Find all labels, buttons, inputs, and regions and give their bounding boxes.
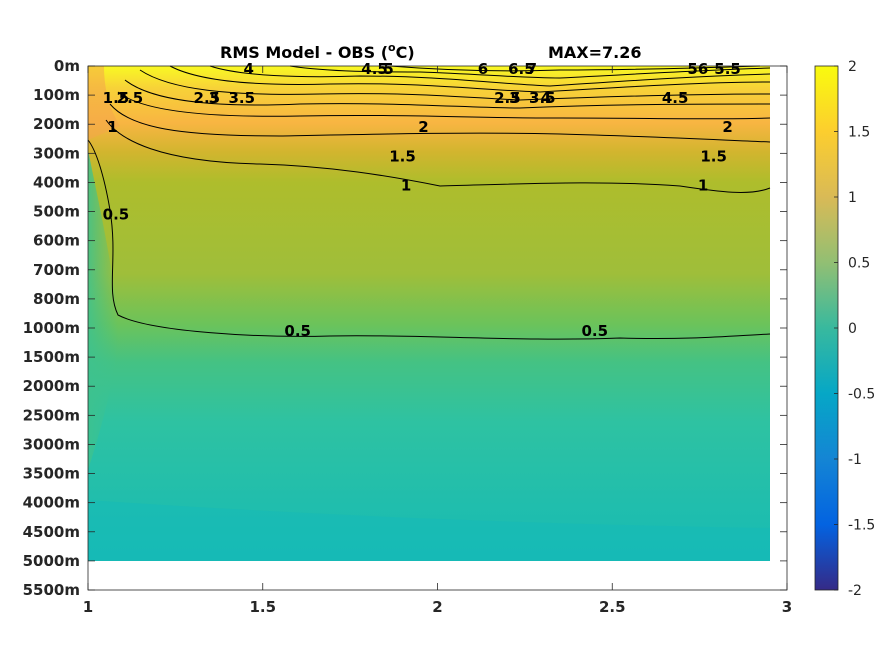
- contour-label: 3: [509, 89, 519, 107]
- colorbar-tick-label: 1.5: [848, 125, 870, 141]
- contour-label: 5: [383, 60, 393, 78]
- contour-5: [389, 65, 761, 72]
- y-tick-label: 100m: [33, 86, 80, 104]
- y-tick-label: 4500m: [23, 523, 80, 541]
- colorbar-tick-label: -1: [848, 452, 862, 468]
- contour-4: [209, 65, 771, 87]
- contour-2: [117, 91, 771, 120]
- contour-label: 2.5: [117, 89, 144, 107]
- contour-label: 1.5: [389, 147, 416, 165]
- y-tick-label: 800m: [33, 290, 80, 308]
- colorbar-tick-label: -0.5: [848, 387, 875, 403]
- contour-label: 1: [107, 118, 117, 136]
- contour-label: 0.5: [103, 206, 130, 224]
- contour-label: 3.5: [228, 89, 255, 107]
- contour-label: 2: [418, 118, 428, 136]
- y-tick-label: 2500m: [23, 406, 80, 424]
- contour-label: 5: [687, 60, 697, 78]
- contour-label: 0.5: [284, 322, 311, 340]
- contour-label: 1.5: [700, 147, 727, 165]
- contour-label: 5.5: [714, 60, 741, 78]
- contour-0.5: [87, 139, 771, 340]
- contour-1: [105, 119, 771, 193]
- contour-3.5: [169, 65, 771, 93]
- colorbar-ticks: 2 1.5 1 0.5 0 -0.5 -1 -1.5 -2: [834, 59, 875, 599]
- colorbar-tick-label: 1: [848, 190, 857, 206]
- y-tick-label: 400m: [33, 173, 80, 191]
- contour-label: 6.5: [508, 60, 535, 78]
- contour-label: 0.5: [581, 322, 608, 340]
- contour-label: 4: [541, 89, 551, 107]
- contour-label: 2: [722, 118, 732, 136]
- heatmap-field: [88, 66, 770, 561]
- contour-label: 6: [478, 60, 488, 78]
- colorbar-tick-label: 0: [848, 321, 857, 337]
- colorbar: 2 1.5 1 0.5 0 -0.5 -1 -1.5 -2: [814, 59, 875, 599]
- y-tick-label: 1500m: [23, 348, 80, 366]
- contour-label: 1.5: [103, 89, 130, 107]
- y-tick-label: 2000m: [23, 377, 80, 395]
- colorbar-tick-label: -2: [848, 583, 862, 599]
- y-tick-label: 3000m: [23, 435, 80, 453]
- y-tick-label: 5000m: [23, 552, 80, 570]
- contour-label: 1: [401, 176, 411, 194]
- contour-label: 4.5: [361, 60, 388, 78]
- x-tick-label: 1.5: [249, 598, 276, 616]
- heatmap-background: [88, 66, 770, 561]
- x-axis: 1 1.5 2 2.5 3: [83, 66, 792, 616]
- contour-1.5: [109, 103, 771, 143]
- title-unit: C): [396, 43, 415, 62]
- chart-title: RMS Model - OBS (oC): [220, 41, 415, 62]
- contour-label: 3.5: [529, 89, 556, 107]
- max-label: MAX=7.26: [548, 43, 642, 62]
- y-tick-label: 5500m: [23, 581, 80, 599]
- y-axis: 0m 100m 200m 300m 400m 500m 600m 700m 800m 1000m 1…: [23, 57, 787, 599]
- contour-3: [139, 69, 771, 101]
- contour-lines: [87, 65, 771, 340]
- colorbar-tick-label: 2: [848, 59, 857, 75]
- y-tick-label: 200m: [33, 115, 80, 133]
- contour-2.5: [124, 79, 771, 109]
- contour-label: 3: [209, 89, 219, 107]
- y-tick-label: 300m: [33, 144, 80, 162]
- x-tick-label: 2.5: [599, 598, 626, 616]
- x-tick-label: 1: [83, 598, 93, 616]
- title-superscript: o: [388, 41, 396, 54]
- x-tick-label: 3: [782, 598, 792, 616]
- y-tick-label: 3500m: [23, 465, 80, 483]
- colorbar-tick-label: -1.5: [848, 518, 875, 534]
- contour-label: 1: [698, 176, 708, 194]
- contour-label: 4.5: [662, 89, 689, 107]
- heatmap-deep-band: [88, 500, 770, 561]
- contour-label: 7: [527, 60, 537, 78]
- y-tick-label: 500m: [33, 203, 80, 221]
- y-tick-label: 0m: [54, 57, 80, 75]
- x-tick-label: 2: [432, 598, 442, 616]
- heatmap-left-shoulder: [88, 150, 119, 470]
- contour-label: 4: [244, 60, 254, 78]
- y-tick-label: 700m: [33, 261, 80, 279]
- y-tick-label: 600m: [33, 232, 80, 250]
- y-tick-label: 4000m: [23, 494, 80, 512]
- contour-label: 2.5: [494, 89, 521, 107]
- colorbar-tick-label: 0.5: [848, 256, 870, 272]
- y-tick-label: 1000m: [23, 319, 80, 337]
- contour-label: 2.5: [194, 89, 221, 107]
- contour-4.5: [289, 65, 771, 79]
- heatmap-top-left-corner: [88, 66, 120, 140]
- contour-label: 6: [698, 60, 708, 78]
